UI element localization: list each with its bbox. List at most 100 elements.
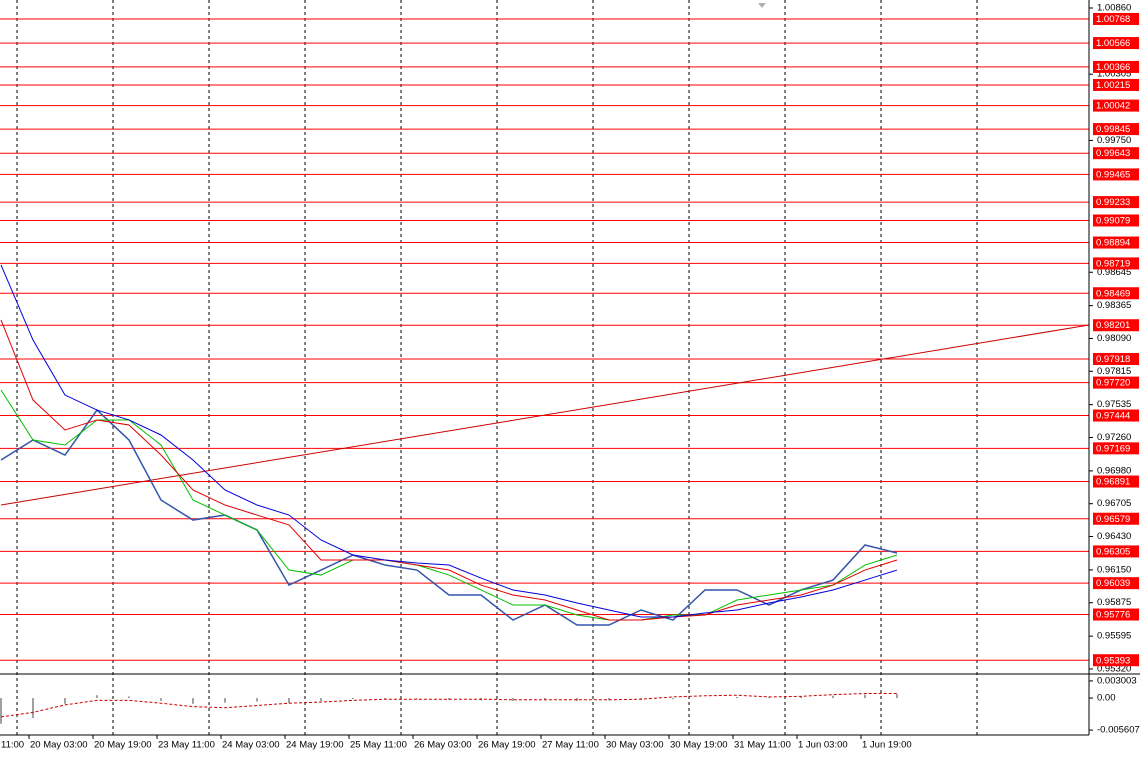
histogram-bar — [576, 698, 578, 701]
x-tick-label: 20 May 03:00 — [30, 740, 88, 751]
x-tick-label: 23 May 11:00 — [158, 740, 215, 751]
histogram-bar — [256, 698, 258, 702]
level-label: 0.97169 — [1096, 443, 1130, 454]
moving-average — [0, 264, 898, 618]
histogram-bar — [864, 694, 866, 699]
level-label: 0.99845 — [1096, 124, 1130, 135]
level-label: 0.96579 — [1096, 514, 1130, 525]
level-label: 0.98719 — [1096, 258, 1130, 269]
histogram-bar — [672, 698, 674, 700]
level-label-bg — [1093, 352, 1139, 365]
histogram-bar — [160, 698, 162, 701]
histogram-bar — [736, 696, 738, 699]
y-tick-label: 1.00305 — [1097, 69, 1131, 80]
y-tick-label: 0.95595 — [1097, 631, 1131, 642]
level-label: 0.98201 — [1096, 320, 1130, 331]
histogram-bar — [64, 698, 66, 704]
histogram-bar — [512, 698, 514, 701]
level-label: 0.97444 — [1096, 411, 1130, 422]
y-tick-label: 0.96980 — [1097, 465, 1131, 476]
moving-average — [0, 319, 898, 621]
histogram-bar — [800, 696, 802, 699]
level-label-bg — [1093, 60, 1139, 73]
y-tick-label: 0.99750 — [1097, 135, 1131, 146]
histogram-bar — [544, 698, 546, 701]
level-label-bg — [1093, 12, 1139, 25]
x-tick-label: 24 May 19:00 — [286, 740, 344, 751]
x-tick-label: 26 May 03:00 — [414, 740, 472, 751]
osc-y-tick-label: -0.005607 — [1097, 725, 1140, 736]
histogram-bar — [0, 698, 2, 724]
x-tick-label: 26 May 19:00 — [478, 740, 536, 751]
y-tick-label: 0.95875 — [1097, 597, 1131, 608]
level-label: 0.99643 — [1096, 148, 1130, 159]
level-label: 0.95393 — [1096, 655, 1130, 666]
level-label: 0.96305 — [1096, 546, 1130, 557]
level-label-bg — [1093, 512, 1139, 525]
histogram-bar — [224, 698, 226, 703]
histogram-bar — [768, 696, 770, 699]
histogram-bar — [416, 698, 418, 699]
histogram-bar — [32, 698, 34, 719]
level-label-bg — [1093, 168, 1139, 181]
level-label: 0.97720 — [1096, 378, 1130, 389]
level-label: 0.98894 — [1096, 238, 1130, 249]
y-tick-label: 0.95320 — [1097, 663, 1131, 674]
level-label-bg — [1093, 319, 1139, 332]
level-label-bg — [1093, 608, 1139, 621]
level-label: 0.96039 — [1096, 578, 1130, 589]
level-label-bg — [1093, 214, 1139, 227]
level-label-bg — [1093, 99, 1139, 112]
level-label: 1.00215 — [1096, 80, 1130, 91]
histogram-bar — [608, 698, 610, 701]
histogram-bar — [320, 698, 322, 701]
level-label: 0.99079 — [1096, 215, 1130, 226]
level-label: 0.99233 — [1096, 197, 1130, 208]
x-tick-label: 31 May 11:00 — [734, 740, 791, 751]
level-label-bg — [1093, 236, 1139, 249]
level-label-bg — [1093, 287, 1139, 300]
osc-y-tick-label: 0.00 — [1097, 693, 1116, 704]
y-tick-label: 0.98365 — [1097, 300, 1131, 311]
histogram-bar — [352, 698, 354, 700]
histogram-bar — [96, 695, 98, 699]
level-label: 0.95776 — [1096, 610, 1130, 621]
price-line — [0, 408, 898, 626]
x-tick-label: 1 Jun 19:00 — [862, 740, 912, 751]
x-tick-label: 27 May 11:00 — [542, 740, 599, 751]
trend-line — [0, 324, 1090, 506]
y-tick-label: 0.97535 — [1097, 399, 1131, 410]
x-tick-label: 25 May 11:00 — [350, 740, 407, 751]
x-tick-label: 24 May 03:00 — [222, 740, 280, 751]
histogram-bar — [288, 698, 290, 704]
histogram-bar — [384, 698, 386, 700]
level-label-bg — [1093, 409, 1139, 422]
osc-y-tick-label: 0.003003 — [1097, 675, 1137, 686]
x-tick-label: 20 May 19:00 — [94, 740, 152, 751]
histogram-bar — [832, 695, 834, 699]
y-tick-label: 0.97815 — [1097, 366, 1131, 377]
y-tick-label: 0.97260 — [1097, 432, 1131, 443]
level-label-bg — [1093, 196, 1139, 209]
level-label-bg — [1093, 37, 1139, 50]
histogram-bar — [128, 696, 130, 699]
x-tick-label: 1 Jun 03:00 — [798, 740, 848, 751]
level-label: 0.99465 — [1096, 169, 1130, 180]
level-label-bg — [1093, 475, 1139, 488]
shift-marker — [758, 3, 766, 8]
histogram-bar — [192, 698, 194, 704]
level-label-bg — [1093, 147, 1139, 160]
level-label: 1.00768 — [1096, 14, 1130, 25]
x-tick-label: 30 May 03:00 — [606, 740, 664, 751]
level-label-bg — [1093, 123, 1139, 136]
level-label-bg — [1093, 577, 1139, 590]
signal-line — [0, 692, 897, 718]
x-tick-label: 11:00 — [1, 740, 24, 751]
moving-average — [0, 389, 898, 621]
y-tick-label: 0.96705 — [1097, 498, 1131, 509]
level-label-bg — [1093, 545, 1139, 558]
y-tick-label: 0.96430 — [1097, 531, 1131, 542]
